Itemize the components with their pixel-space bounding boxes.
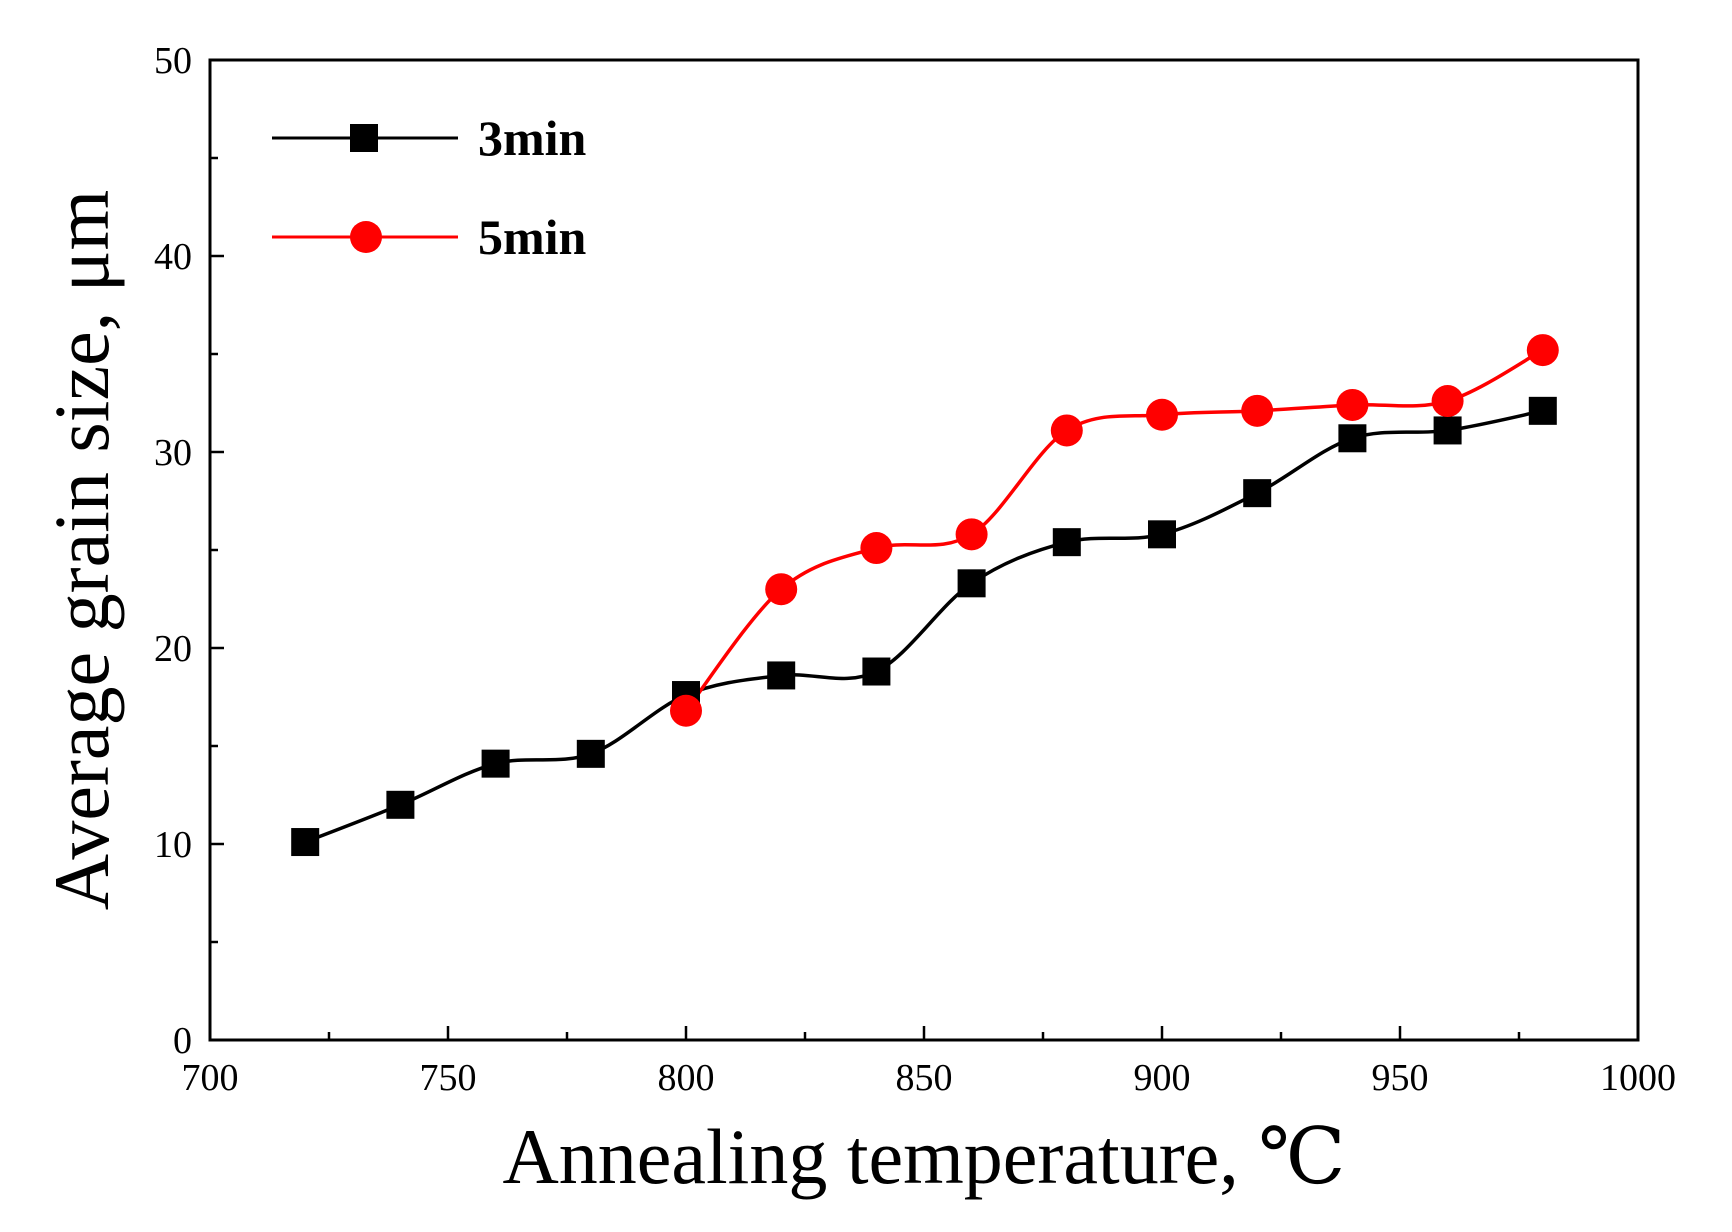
data-point-3min [386,790,415,819]
y-tick-label: 0 [173,1020,192,1062]
y-tick-label: 50 [154,40,192,82]
data-point-5min [1050,414,1083,447]
x-tick-label: 700 [182,1057,239,1099]
x-tick-label: 1000 [1600,1057,1676,1099]
y-axis-title: Average grain size, μm [38,190,125,910]
data-point-3min [481,749,510,778]
x-tick-label: 850 [896,1057,953,1099]
series-line-5min [684,348,1544,712]
data-point-3min [291,828,320,857]
data-point-3min [1433,416,1462,445]
data-point-3min [1243,479,1272,508]
data-point-5min [1431,385,1464,418]
data-point-5min [765,573,798,606]
data-point-3min [1528,396,1557,425]
data-point-3min [1338,424,1367,453]
data-point-5min [1241,394,1274,427]
y-tick-label: 20 [154,628,192,670]
data-point-3min [1148,520,1176,549]
data-point-5min [670,694,702,727]
axis-ticks [208,58,1640,1042]
data-point-3min [1052,528,1081,557]
y-tick-label: 40 [154,236,192,278]
legend-label-5min: 5min [478,209,587,265]
series-markers [291,334,1559,857]
y-tick-label: 30 [154,432,192,474]
legend-marker-5min [350,221,382,253]
plot-frame [208,58,1640,1042]
x-tick-label: 900 [1134,1057,1191,1099]
x-tick-label: 950 [1372,1057,1429,1099]
data-point-5min [860,532,893,565]
x-tick-label: 800 [658,1057,715,1099]
axis-tick-labels: 700 750 800 850 900 950 1000 0 10 20 30 40 50 [154,40,1676,1099]
data-point-5min [1146,398,1178,431]
legend-label-3min: 3min [478,110,587,166]
legend-marker-3min [350,124,378,152]
data-point-5min [1336,388,1369,421]
data-point-3min [767,661,796,690]
data-point-5min [955,518,988,551]
data-point-3min [862,657,891,686]
plot-area [208,58,1640,1042]
data-point-5min [1526,334,1559,367]
x-tick-label: 750 [420,1057,477,1099]
data-point-3min [576,739,605,768]
y-tick-label: 10 [154,824,192,866]
x-axis-title: Annealing temperature, ℃ [502,1113,1345,1200]
legend: 3min 5min [272,110,587,265]
data-point-3min [957,569,986,598]
